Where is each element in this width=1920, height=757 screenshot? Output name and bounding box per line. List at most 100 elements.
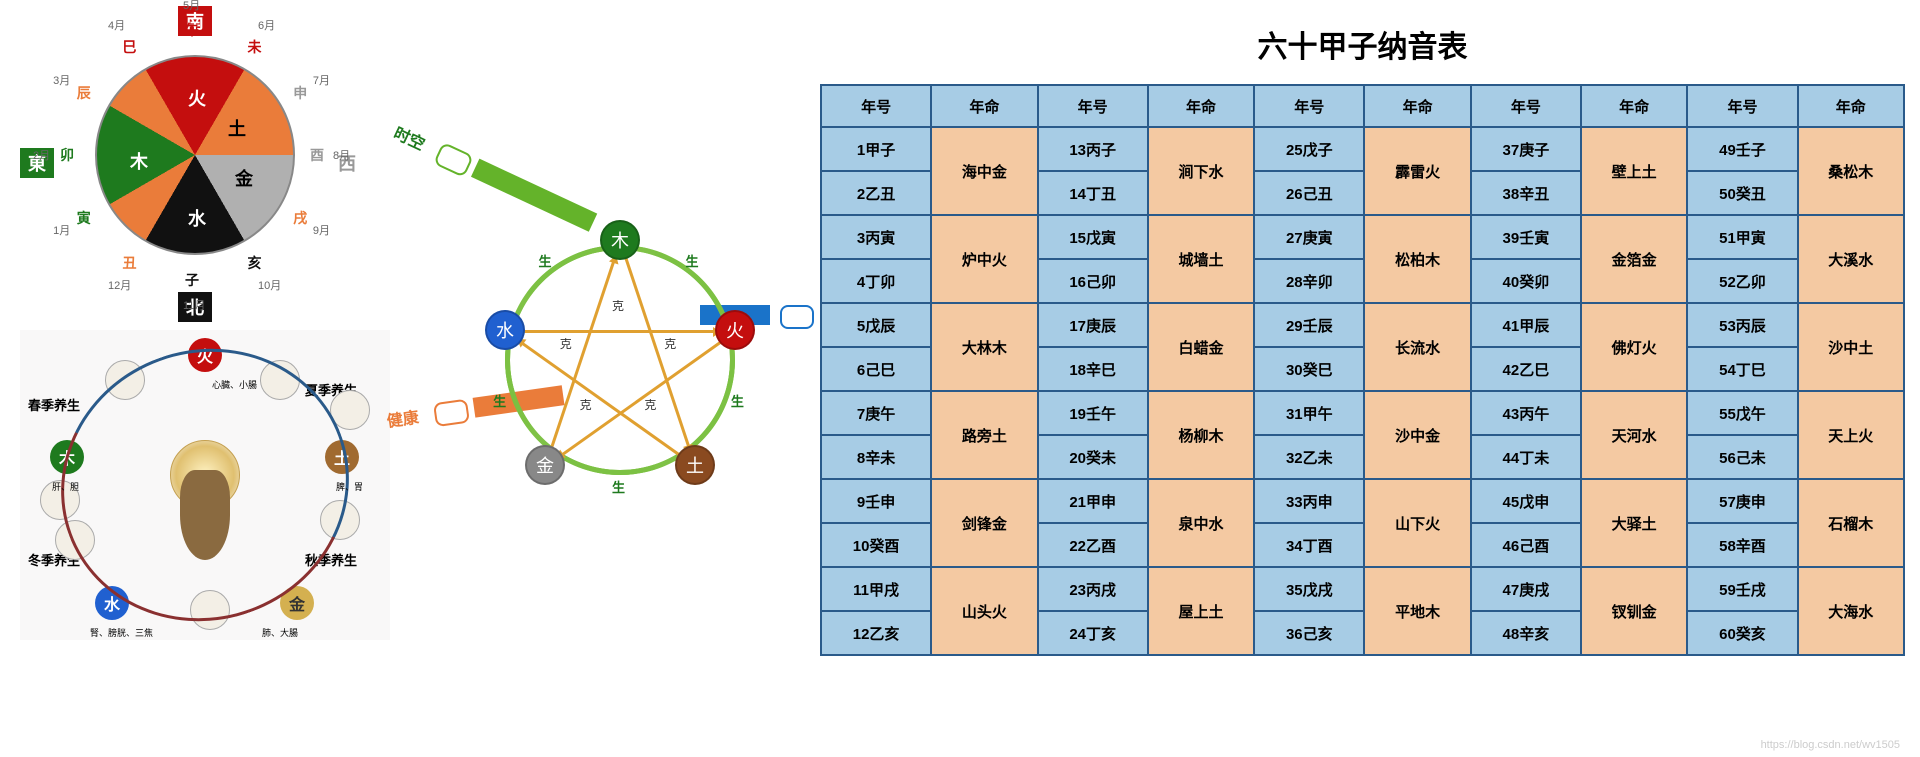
year-cell: 20癸未 xyxy=(1038,435,1148,479)
table-header: 年号 xyxy=(1471,85,1581,127)
table-header: 年命 xyxy=(1148,85,1254,127)
year-cell: 25戊子 xyxy=(1254,127,1364,171)
year-cell: 16己卯 xyxy=(1038,259,1148,303)
table-header: 年命 xyxy=(1581,85,1687,127)
nayin-cell: 路旁土 xyxy=(931,391,1037,479)
table-header: 年号 xyxy=(1038,85,1148,127)
year-cell: 23丙戌 xyxy=(1038,567,1148,611)
organ-heart: 心臓、小腸 xyxy=(212,378,257,391)
year-cell: 35戊戌 xyxy=(1254,567,1364,611)
ke-label: 克 xyxy=(664,335,676,352)
sheng-label: 生 xyxy=(612,477,625,496)
year-cell: 57庚申 xyxy=(1687,479,1797,523)
sheng-label: 生 xyxy=(685,251,698,270)
organ-kidney: 腎、膀胱、三焦 xyxy=(90,626,153,639)
branch-label: 巳 xyxy=(123,37,137,57)
year-cell: 2乙丑 xyxy=(821,171,931,215)
year-cell: 49壬子 xyxy=(1687,127,1797,171)
year-cell: 30癸巳 xyxy=(1254,347,1364,391)
year-cell: 18辛巳 xyxy=(1038,347,1148,391)
year-cell: 24丁亥 xyxy=(1038,611,1148,655)
branch-label: 亥 xyxy=(248,253,262,273)
year-cell: 33丙申 xyxy=(1254,479,1364,523)
table-header: 年号 xyxy=(1687,85,1797,127)
year-cell: 10癸酉 xyxy=(821,523,931,567)
organ-liver: 肝、胆 xyxy=(52,480,79,493)
year-cell: 42乙巳 xyxy=(1471,347,1581,391)
nayin-cell: 沙中金 xyxy=(1364,391,1470,479)
five-elements-star: 木火土金水生生生生生克克克克克 xyxy=(480,220,760,500)
nayin-cell: 长流水 xyxy=(1364,303,1470,391)
ke-label: 克 xyxy=(644,396,656,413)
year-cell: 60癸亥 xyxy=(1687,611,1797,655)
year-cell: 43丙午 xyxy=(1471,391,1581,435)
year-cell: 40癸卯 xyxy=(1471,259,1581,303)
nayin-cell: 石榴木 xyxy=(1798,479,1904,567)
year-cell: 22乙酉 xyxy=(1038,523,1148,567)
year-cell: 36己亥 xyxy=(1254,611,1364,655)
nayin-cell: 大溪水 xyxy=(1798,215,1904,303)
year-cell: 27庚寅 xyxy=(1254,215,1364,259)
nayin-cell: 山头火 xyxy=(931,567,1037,655)
elem-metal: 金 xyxy=(235,165,253,191)
nayin-cell: 松柏木 xyxy=(1364,215,1470,303)
year-cell: 52乙卯 xyxy=(1687,259,1797,303)
nayin-cell: 平地木 xyxy=(1364,567,1470,655)
nayin-cell: 大海水 xyxy=(1798,567,1904,655)
year-cell: 46己酉 xyxy=(1471,523,1581,567)
year-cell: 31甲午 xyxy=(1254,391,1364,435)
sheng-label: 生 xyxy=(539,251,552,270)
year-cell: 14丁丑 xyxy=(1038,171,1148,215)
nayin-cell: 山下火 xyxy=(1364,479,1470,567)
branch-label: 午 xyxy=(185,20,199,40)
nayin-cell: 杨柳木 xyxy=(1148,391,1254,479)
month-label: 3月 xyxy=(53,72,70,88)
star-node: 金 xyxy=(525,445,565,485)
table-header: 年号 xyxy=(1254,85,1364,127)
nayin-cell: 天河水 xyxy=(1581,391,1687,479)
sheng-label: 生 xyxy=(493,391,506,410)
year-cell: 55戊午 xyxy=(1687,391,1797,435)
left-diagrams: 南 北 東 西 火 土 金 水 木 午5月未6月申7月酉8月戌9月亥10月子11… xyxy=(10,0,380,640)
year-cell: 32乙未 xyxy=(1254,435,1364,479)
year-cell: 12乙亥 xyxy=(821,611,931,655)
overcome-line xyxy=(520,330,720,333)
organ-spleen: 脾、胃 xyxy=(336,480,363,493)
nayin-cell: 沙中土 xyxy=(1798,303,1904,391)
month-label: 4月 xyxy=(108,17,125,33)
month-label: 6月 xyxy=(258,17,275,33)
nayin-cell: 钗钏金 xyxy=(1581,567,1687,655)
year-cell: 15戊寅 xyxy=(1038,215,1148,259)
year-cell: 26己丑 xyxy=(1254,171,1364,215)
branch-label: 未 xyxy=(248,37,262,57)
watermark: https://blog.csdn.net/wv1505 xyxy=(1761,739,1900,751)
nayin-cell: 泉中水 xyxy=(1148,479,1254,567)
year-cell: 45戊申 xyxy=(1471,479,1581,523)
year-cell: 6己巳 xyxy=(821,347,931,391)
branch-label: 酉 xyxy=(310,145,324,165)
branch-label: 子 xyxy=(185,270,199,290)
year-cell: 37庚子 xyxy=(1471,127,1581,171)
year-cell: 58辛酉 xyxy=(1687,523,1797,567)
year-cell: 34丁酉 xyxy=(1254,523,1364,567)
nayin-cell: 大驿土 xyxy=(1581,479,1687,567)
month-label: 12月 xyxy=(108,277,131,293)
table-header: 年命 xyxy=(931,85,1037,127)
branch-label: 辰 xyxy=(77,83,91,103)
star-node: 水 xyxy=(485,310,525,350)
month-label: 5月 xyxy=(183,0,200,13)
year-cell: 56己未 xyxy=(1687,435,1797,479)
table-header: 年命 xyxy=(1364,85,1470,127)
season-spring: 春季养生 xyxy=(28,395,80,414)
nayin-cell: 大林木 xyxy=(931,303,1037,391)
elem-wood: 木 xyxy=(130,148,148,174)
year-cell: 47庚戌 xyxy=(1471,567,1581,611)
year-cell: 11甲戌 xyxy=(821,567,931,611)
year-cell: 51甲寅 xyxy=(1687,215,1797,259)
branch-label: 丑 xyxy=(123,253,137,273)
nayin-cell: 霹雷火 xyxy=(1364,127,1470,215)
year-cell: 21甲申 xyxy=(1038,479,1148,523)
year-cell: 29壬辰 xyxy=(1254,303,1364,347)
year-cell: 39壬寅 xyxy=(1471,215,1581,259)
nayin-cell: 海中金 xyxy=(931,127,1037,215)
